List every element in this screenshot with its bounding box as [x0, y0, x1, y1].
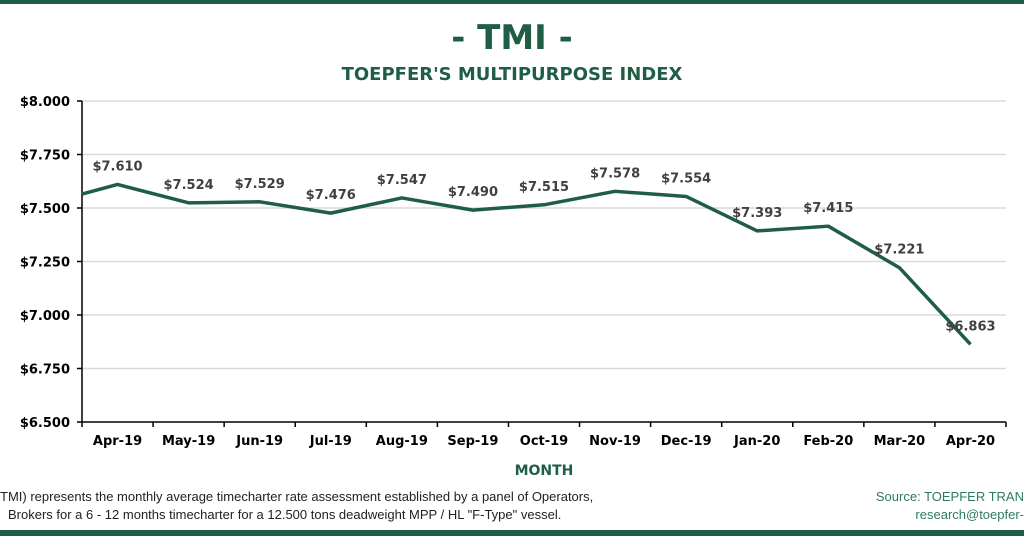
top-border [0, 0, 1024, 4]
bottom-border [0, 530, 1024, 536]
footnote-line-2: Brokers for a 6 - 12 months timecharter … [8, 507, 562, 522]
x-tick-label: Jan-20 [733, 434, 780, 449]
data-label: $7.490 [448, 185, 498, 200]
y-tick-label: $6.750 [20, 363, 70, 378]
x-tick-label: Aug-19 [376, 434, 428, 449]
x-tick-label: Mar-20 [874, 434, 926, 449]
data-label: $7.476 [306, 188, 356, 203]
x-tick-label: Jun-19 [235, 434, 283, 449]
x-tick-label: May-19 [162, 434, 215, 449]
chart-subtitle: TOEPFER'S MULTIPURPOSE INDEX [341, 64, 683, 85]
data-label: $7.578 [590, 166, 640, 181]
data-label: $7.415 [803, 201, 853, 216]
x-tick-label: Apr-20 [946, 434, 995, 449]
data-label: $7.610 [92, 159, 142, 174]
y-tick-label: $7.000 [20, 309, 70, 324]
x-tick-label: Apr-19 [93, 434, 142, 449]
x-tick-label: Jul-19 [309, 434, 352, 449]
y-tick-label: $7.500 [20, 202, 70, 217]
x-tick-label: Feb-20 [803, 434, 853, 449]
data-label: $7.221 [874, 243, 924, 258]
data-label: $7.529 [235, 177, 285, 192]
x-tick-label: Dec-19 [661, 434, 712, 449]
x-tick-label: Sep-19 [447, 434, 498, 449]
source-email: research@toepfer- [915, 507, 1024, 522]
data-label: $7.393 [732, 206, 782, 221]
y-tick-label: $7.750 [20, 149, 70, 164]
x-axis-title: MONTH [515, 463, 574, 479]
footnote-line-1: TMI) represents the monthly average time… [0, 489, 594, 504]
data-label: $7.554 [661, 171, 711, 186]
y-tick-label: $6.500 [20, 416, 70, 431]
source-line: Source: TOEPFER TRAN [875, 489, 1024, 504]
x-tick-label: Oct-19 [520, 434, 568, 449]
chart-title: - TMI - [451, 18, 573, 58]
data-label: $7.524 [164, 178, 214, 193]
x-tick-label: Nov-19 [589, 434, 641, 449]
y-tick-label: $7.250 [20, 256, 70, 271]
series-line [81, 182, 972, 346]
data-label: $7.515 [519, 180, 569, 195]
data-label: $7.547 [377, 173, 427, 188]
y-tick-label: $8.000 [20, 95, 70, 110]
data-label: $6.863 [945, 319, 995, 334]
